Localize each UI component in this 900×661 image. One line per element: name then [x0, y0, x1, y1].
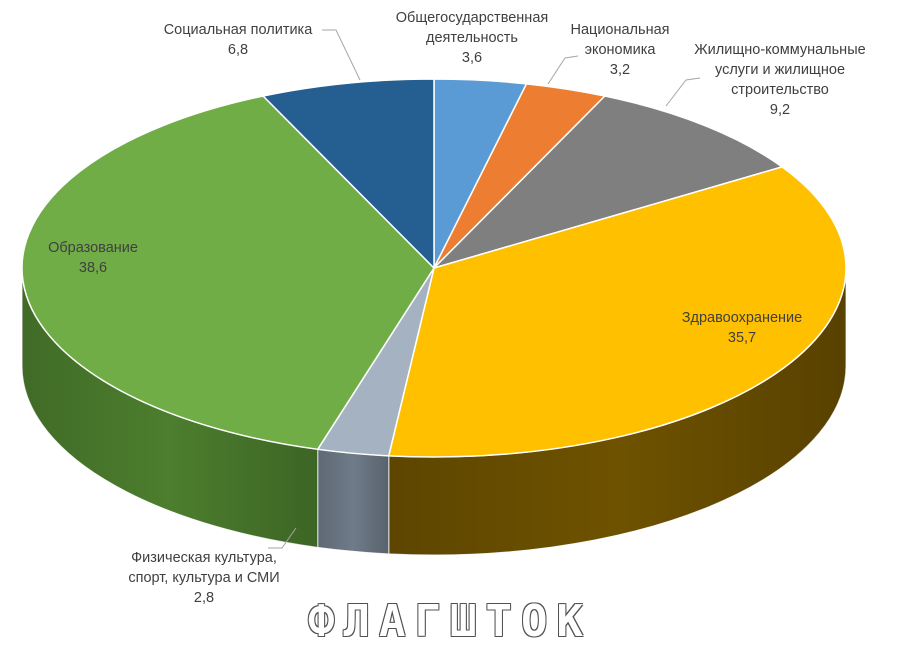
data-label-value-4: 2,8	[194, 590, 214, 606]
data-label-category-4: спорт, культура и СМИ	[128, 570, 279, 586]
watermark-logo: ФЛАГШТОК	[308, 596, 592, 647]
pie-slice-образование	[21, 95, 435, 451]
data-label-value-6: 6,8	[228, 42, 248, 58]
pie-side-shade-3	[388, 268, 846, 555]
data-label-category-1: Национальная	[570, 22, 669, 38]
leader-line-4	[268, 527, 297, 549]
data-labels: Общегосударственная деятельность 3,6 Национ…	[48, 10, 866, 606]
pie-slice-здравоохранение	[387, 166, 847, 458]
pie-sides	[21, 267, 847, 556]
pie-slice-жилищно-коммунальные-услуги-и-жилищное-с	[433, 95, 783, 269]
data-label-category-3: Здравоохранение	[682, 310, 802, 326]
data-label-category-6: Социальная политика	[164, 22, 314, 38]
leader-line-1	[547, 55, 579, 85]
pie-slices	[21, 78, 847, 458]
data-label-value-5: 38,6	[79, 260, 107, 276]
leader-lines	[268, 29, 701, 549]
pie-slice-социальная-политика	[262, 78, 435, 269]
data-label-category-0: Общегосударственная	[396, 10, 548, 26]
data-label-value-3: 35,7	[728, 330, 756, 346]
data-label-category-2: Жилищно-коммунальные	[694, 42, 865, 58]
pie-side-shade-5	[22, 268, 318, 548]
data-label-value-2: 9,2	[770, 102, 790, 118]
pie-side-shade-4	[317, 449, 389, 554]
data-label-category-5: Образование	[48, 240, 138, 256]
leader-line-6	[322, 29, 361, 81]
data-label-category-2: услуги и жилищное	[715, 62, 845, 78]
data-label-value-1: 3,2	[610, 62, 630, 78]
data-label-category-4: Физическая культура,	[131, 550, 277, 566]
data-label-category-1: экономика	[585, 42, 657, 58]
data-label-category-2: строительство	[731, 82, 829, 98]
leader-line-2	[665, 77, 701, 107]
data-label-category-0: деятельность	[426, 30, 518, 46]
data-label-value-0: 3,6	[462, 50, 482, 66]
